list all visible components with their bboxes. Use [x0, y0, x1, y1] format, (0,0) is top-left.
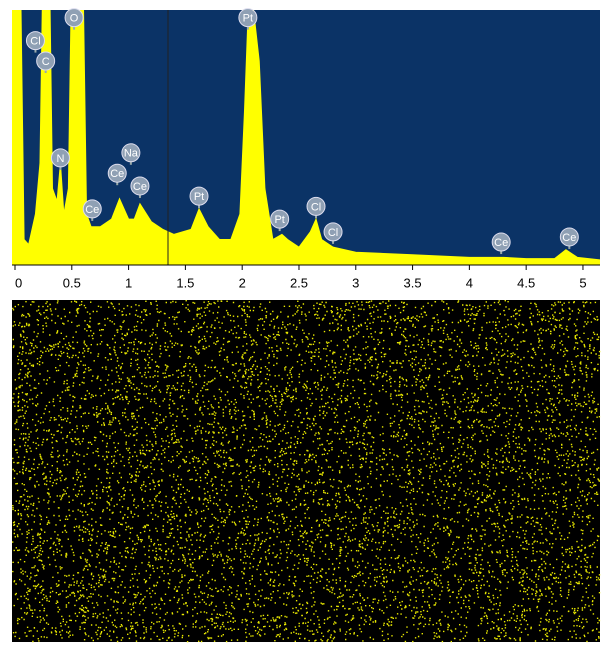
annotation-badge — [64, 8, 84, 28]
spectrum-edge — [12, 10, 15, 265]
x-tick-label: 1.5 — [176, 275, 194, 290]
spectrum — [14, 10, 600, 265]
x-tick-label: 2.5 — [290, 275, 308, 290]
annotation-label: Ce — [85, 204, 99, 216]
annotation-badge — [82, 199, 102, 219]
annotation-badge — [238, 8, 258, 28]
annotation-badge — [306, 196, 326, 216]
annotation-label: Na — [124, 148, 139, 160]
annotation-label: Cl — [30, 36, 40, 48]
annotation-badge — [25, 31, 45, 51]
annotation-badge — [189, 186, 209, 206]
annotation-badge — [491, 232, 511, 252]
x-tick-label: 2 — [239, 275, 246, 290]
annotation-label: Pt — [194, 191, 204, 203]
x-tick-label: 5 — [579, 275, 586, 290]
annotation-label: Pt — [274, 214, 284, 226]
annotation-badge — [107, 163, 127, 183]
annotation-label: C — [42, 56, 50, 68]
annotation-label: O — [70, 13, 79, 25]
annotation-badge — [36, 51, 56, 71]
annotation-label: Cl — [328, 227, 338, 239]
x-tick-label: 3 — [352, 275, 359, 290]
annotation-label: Cl — [311, 201, 321, 213]
x-tick-label: 4.5 — [517, 275, 535, 290]
annotation-label: Ce — [110, 168, 124, 180]
annotation-label: Ce — [562, 232, 576, 244]
annotation-badge — [323, 222, 343, 242]
x-tick-label: 0.5 — [63, 275, 81, 290]
x-tick-label: 3.5 — [404, 275, 422, 290]
x-tick-label: 4 — [466, 275, 473, 290]
element-map — [12, 300, 600, 642]
annotation-label: N — [56, 153, 64, 165]
annotation-label: Ce — [133, 181, 147, 193]
annotation-badge — [121, 143, 141, 163]
map-dots — [12, 300, 601, 643]
x-tick-label: 1 — [125, 275, 132, 290]
annotation-badge — [130, 176, 150, 196]
annotation-label: Ce — [494, 237, 508, 249]
annotation-badge — [50, 148, 70, 168]
annotation-badge — [559, 227, 579, 247]
annotation-label: Pt — [243, 13, 253, 25]
x-tick-label: 0 — [15, 275, 22, 290]
annotation-badge — [270, 209, 290, 229]
